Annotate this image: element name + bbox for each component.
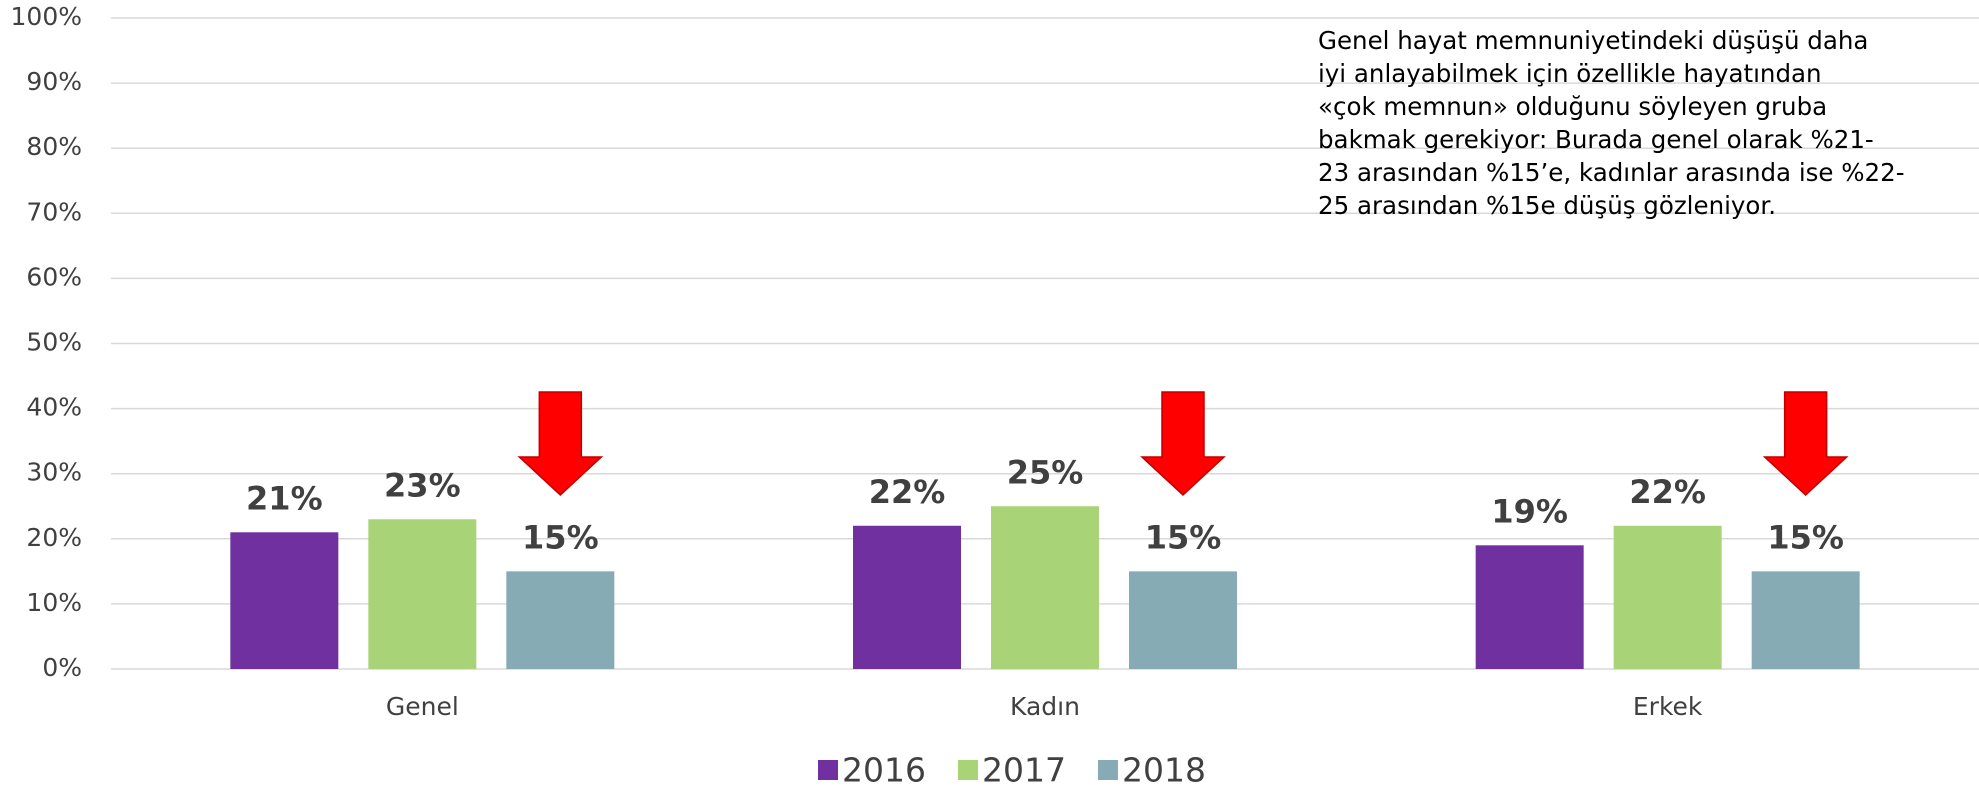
y-tick-label: 80% (26, 132, 82, 161)
y-tick-label: 10% (26, 588, 82, 617)
legend-label: 2016 (842, 751, 926, 790)
value-label: 15% (1145, 518, 1222, 556)
legend-swatch (1097, 760, 1118, 780)
value-label: 15% (522, 518, 599, 556)
annotation-line: 25 arasından %15e düşüş gözleniyor. (1318, 191, 1776, 220)
bar (230, 532, 339, 669)
value-label: 23% (384, 466, 461, 504)
bar (1613, 525, 1722, 669)
arrow (1140, 391, 1226, 497)
value-label: 25% (1007, 453, 1084, 491)
value-label: 21% (246, 479, 323, 517)
annotation-line: bakmak gerekiyor: Burada genel olarak %2… (1318, 125, 1874, 154)
arrow (1762, 391, 1849, 497)
legend-label: 2017 (982, 751, 1066, 790)
legend-swatch (818, 760, 838, 780)
y-tick-label: 20% (26, 523, 82, 552)
x-tick-label: Erkek (1633, 692, 1703, 721)
x-tick-label: Genel (386, 692, 459, 721)
y-tick-label: 0% (42, 653, 82, 682)
value-label: 22% (1629, 473, 1706, 511)
legend-label: 2018 (1122, 751, 1206, 790)
y-tick-label: 40% (26, 393, 82, 422)
bar (1751, 571, 1860, 669)
annotation-line: «çok memnun» olduğunu söyleyen gruba (1318, 92, 1827, 121)
bar (1475, 545, 1584, 669)
annotation-line: iyi anlayabilmek için özellikle hayatınd… (1318, 59, 1822, 88)
legend-swatch (957, 760, 978, 780)
y-tick-label: 60% (26, 262, 82, 291)
value-label: 22% (869, 473, 946, 511)
x-tick-label: Kadın (1010, 692, 1080, 721)
y-tick-label: 30% (26, 458, 82, 487)
bar (1129, 571, 1237, 669)
bar (368, 519, 477, 669)
annotation-line: 23 arasından %15’e, kadınlar arasında is… (1318, 158, 1905, 187)
y-tick-label: 90% (26, 67, 82, 96)
bar (853, 525, 961, 669)
bar (506, 571, 615, 669)
value-label: 19% (1491, 492, 1568, 530)
annotation-line: Genel hayat memnuniyetindeki düşüşü daha (1318, 26, 1868, 55)
y-tick-label: 100% (11, 2, 82, 31)
y-tick-label: 50% (26, 328, 82, 357)
value-label: 15% (1767, 518, 1844, 556)
arrow (517, 391, 604, 497)
bar (991, 506, 1099, 669)
y-tick-label: 70% (26, 197, 82, 226)
